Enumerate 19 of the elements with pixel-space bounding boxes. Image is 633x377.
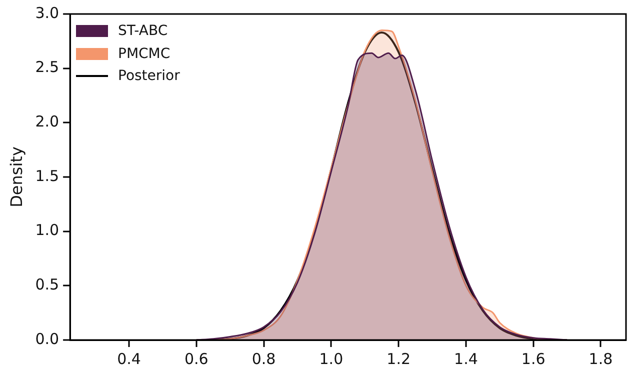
x-tick-label: 1.6 xyxy=(521,350,546,368)
x-tick-label: 0.8 xyxy=(252,350,276,368)
legend-label: PMCMC xyxy=(118,44,170,64)
y-tick-label: 1.0 xyxy=(35,221,60,240)
legend-label: ST-ABC xyxy=(118,22,168,41)
y-tick-label: 2.5 xyxy=(35,58,60,76)
x-tick-label: 0.4 xyxy=(117,350,141,368)
y-tick-label: 2.0 xyxy=(35,112,60,131)
x-tick-label: 1.2 xyxy=(386,350,410,368)
x-tick-label: 1.4 xyxy=(454,350,478,368)
y-tick-label: 3.0 xyxy=(35,4,60,22)
x-tick-label: 1.8 xyxy=(588,350,613,368)
legend-label: Posterior xyxy=(118,67,180,86)
y-tick-label: 1.5 xyxy=(35,166,60,185)
x-tick-label: 0.6 xyxy=(184,350,208,368)
y-axis-title: Density xyxy=(6,146,26,208)
y-tick-label: 0.0 xyxy=(35,330,60,348)
x-tick-label: 1.0 xyxy=(319,350,344,368)
y-tick-label: 0.5 xyxy=(35,276,60,294)
